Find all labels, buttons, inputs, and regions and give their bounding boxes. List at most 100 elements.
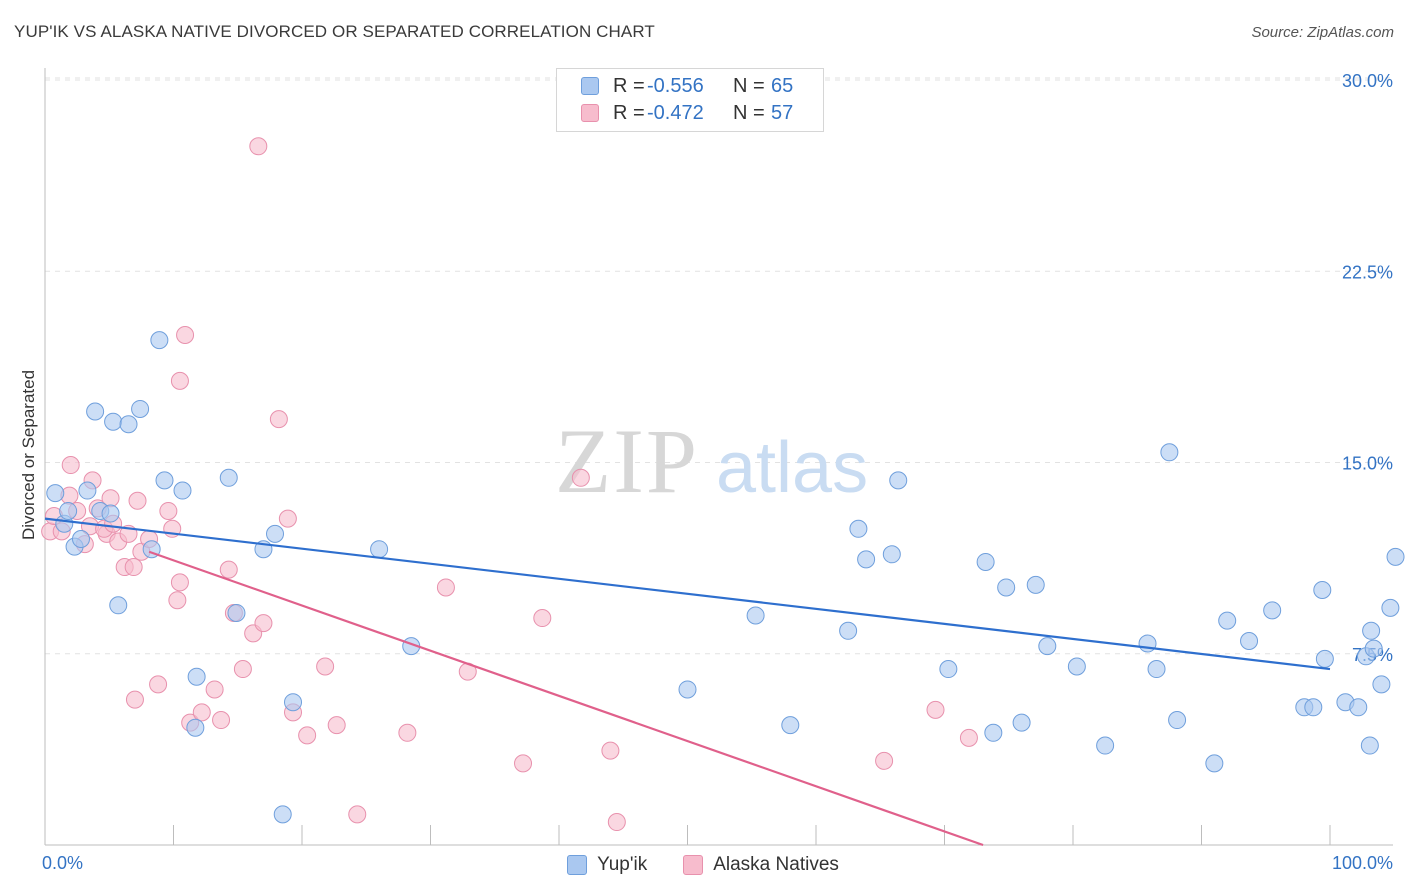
data-point-yupik (1349, 698, 1368, 717)
data-point-yupik (186, 718, 205, 737)
data-point-yupik (150, 331, 169, 350)
data-point-yupik (1012, 713, 1031, 732)
data-point-yupik (678, 680, 697, 699)
data-point-yupik (1160, 443, 1179, 462)
data-point-alaska-natives (601, 741, 620, 760)
data-point-yupik (273, 805, 292, 824)
data-point-alaska-natives (278, 509, 297, 528)
n-value: 65 (771, 74, 794, 97)
data-point-yupik (857, 550, 876, 569)
r-label: R = (613, 74, 645, 97)
data-point-alaska-natives (212, 711, 231, 730)
data-point-alaska-natives (192, 703, 211, 722)
r-label: R = (613, 101, 645, 124)
data-point-yupik (939, 660, 958, 679)
data-point-alaska-natives (128, 491, 147, 510)
data-point-yupik (882, 545, 901, 564)
legend-label: Alaska Natives (713, 854, 839, 875)
data-point-yupik (59, 501, 78, 520)
data-point-alaska-natives (219, 560, 238, 579)
y-axis-label: Divorced or Separated (19, 370, 38, 540)
data-point-yupik (109, 596, 128, 615)
data-point-alaska-natives (298, 726, 317, 745)
data-point-alaska-natives (348, 805, 367, 824)
data-point-alaska-natives (959, 728, 978, 747)
data-point-alaska-natives (176, 326, 195, 344)
data-point-yupik (1138, 634, 1157, 653)
watermark-atlas: atlas (716, 428, 868, 508)
data-point-yupik (1381, 598, 1400, 617)
data-point-yupik (1240, 632, 1259, 650)
data-point-yupik (997, 578, 1016, 597)
data-point-alaska-natives (327, 716, 346, 735)
data-point-yupik (227, 603, 246, 622)
legend-row-alaska-natives: R = -0.472 N = 57 (581, 100, 793, 126)
data-point-alaska-natives (875, 751, 894, 770)
pink-swatch (683, 855, 704, 875)
data-point-yupik (1304, 698, 1323, 717)
data-point-yupik (46, 484, 65, 503)
data-point-alaska-natives (149, 675, 168, 694)
n-label: N = (733, 74, 765, 97)
data-point-yupik (1360, 736, 1379, 755)
data-point-alaska-natives (205, 680, 224, 699)
grid-lines (45, 77, 1393, 655)
data-point-yupik (849, 519, 868, 538)
y-tick-label: 15.0% (1342, 454, 1393, 474)
blue-swatch (567, 855, 588, 875)
data-point-yupik (78, 481, 97, 500)
data-point-alaska-natives (398, 723, 417, 742)
data-point-yupik (1026, 575, 1045, 594)
legend-item-alaska-natives: Alaska Natives (683, 854, 839, 876)
data-point-alaska-natives (926, 700, 945, 719)
data-point-yupik (1218, 611, 1237, 630)
data-point-alaska-natives (61, 456, 80, 475)
data-point-alaska-natives (125, 690, 144, 709)
axes (44, 68, 1393, 846)
data-point-yupik (284, 693, 303, 712)
data-point-yupik (1315, 649, 1334, 668)
data-point-alaska-natives (233, 660, 252, 679)
data-point-yupik (1313, 581, 1332, 599)
series-legend: Yup'ik Alaska Natives (0, 852, 1406, 878)
data-point-alaska-natives (168, 591, 187, 610)
data-point-yupik (1168, 711, 1187, 730)
data-point-yupik (219, 468, 238, 487)
r-value: -0.472 (647, 101, 704, 124)
data-point-yupik (1067, 657, 1086, 676)
chart-title: YUP'IK VS ALASKA NATIVE DIVORCED OR SEPA… (14, 22, 655, 41)
y-tick-label: 22.5% (1342, 262, 1393, 282)
source-label: Source: ZipAtlas.com (1251, 24, 1394, 41)
data-point-yupik (119, 415, 138, 434)
data-point-yupik (101, 504, 120, 523)
x-tick-label: 0.0% (42, 853, 83, 873)
data-point-yupik (1364, 639, 1383, 658)
data-point-yupik (187, 667, 206, 686)
watermark-zip: ZIP (555, 410, 699, 512)
data-point-yupik (173, 481, 192, 500)
legend-row-yupik: R = -0.556 N = 65 (581, 73, 793, 99)
blue-swatch (581, 77, 599, 95)
data-point-yupik (889, 471, 908, 490)
y-tick-label: 30.0% (1342, 71, 1393, 91)
series-alaska-natives (41, 137, 978, 832)
data-point-yupik (155, 471, 174, 490)
data-point-yupik (976, 552, 995, 571)
data-point-yupik (1362, 621, 1381, 640)
data-point-alaska-natives (124, 558, 143, 577)
data-point-yupik (71, 530, 90, 548)
data-point-yupik (746, 606, 765, 625)
data-point-yupik (104, 412, 123, 431)
correlation-legend: R = -0.556 N = 65 R = -0.472 N = 57 (556, 68, 824, 132)
data-point-yupik (370, 540, 389, 559)
data-point-yupik (1147, 660, 1166, 679)
data-point-alaska-natives (571, 468, 590, 487)
data-point-yupik (86, 402, 105, 421)
data-point-yupik (266, 524, 285, 543)
data-point-yupik (1263, 601, 1282, 620)
data-point-alaska-natives (170, 573, 189, 592)
data-point-yupik (839, 621, 858, 640)
legend-label: Yup'ik (597, 854, 648, 875)
data-point-yupik (131, 399, 150, 418)
